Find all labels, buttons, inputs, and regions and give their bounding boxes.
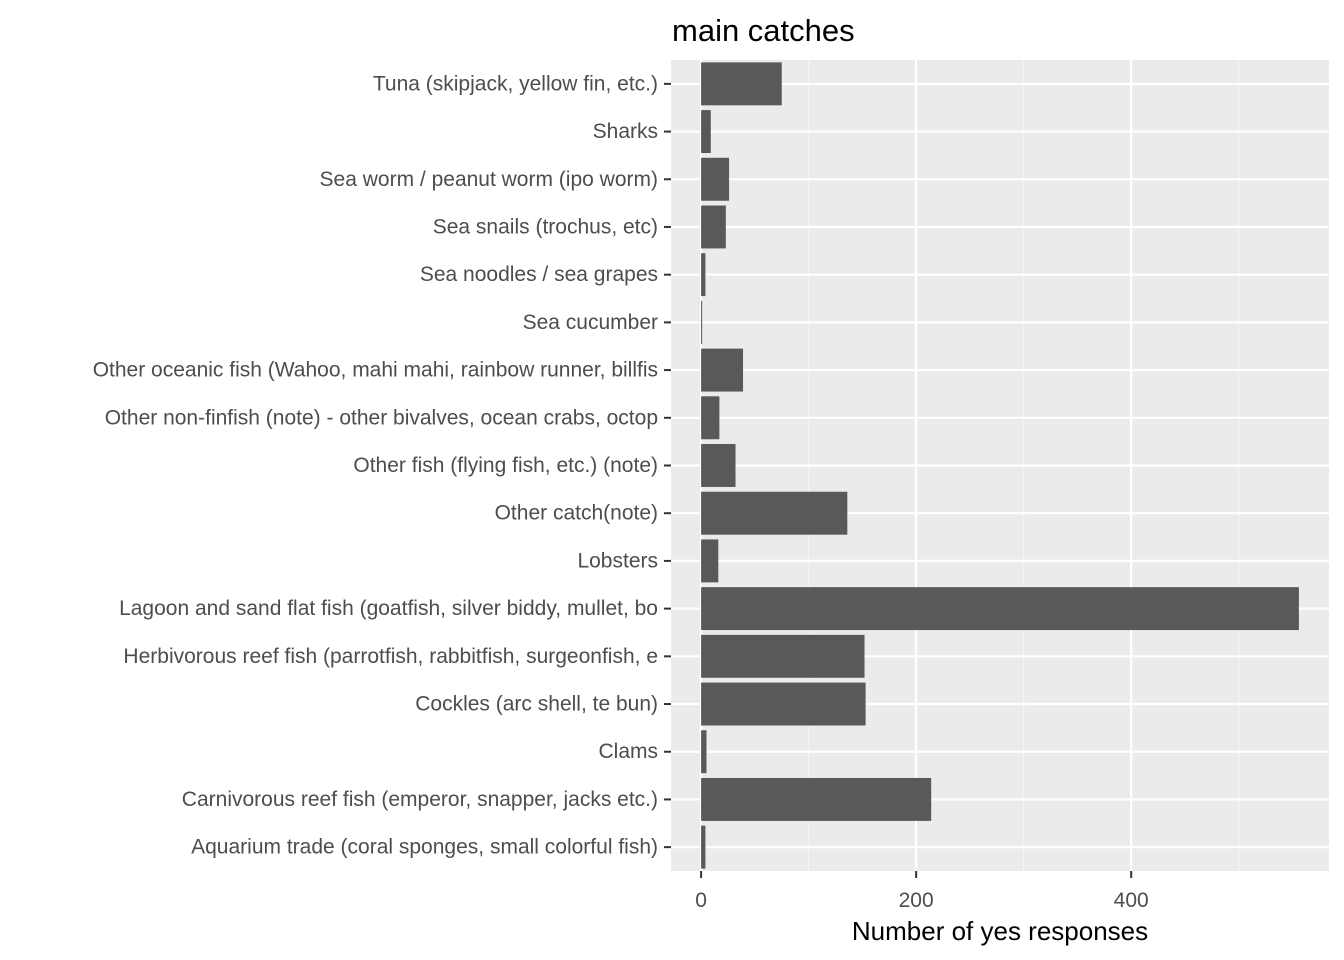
bar bbox=[701, 491, 848, 535]
bar bbox=[701, 62, 782, 106]
x-axis: 0 200 400 bbox=[695, 871, 1149, 912]
y-tick-label: Other non-finfish (note) - other bivalve… bbox=[105, 406, 658, 429]
bar bbox=[701, 157, 730, 201]
bar bbox=[701, 777, 932, 821]
bar bbox=[701, 444, 736, 487]
y-tick-label: Other catch(note) bbox=[495, 502, 658, 525]
bar bbox=[701, 205, 726, 249]
y-tick-label: Clams bbox=[598, 740, 658, 763]
y-tick-label: Sea worm / peanut worm (ipo worm) bbox=[320, 168, 658, 191]
bar bbox=[701, 253, 706, 297]
major-gridlines bbox=[671, 60, 1329, 871]
bar bbox=[701, 730, 707, 774]
bar bbox=[701, 110, 711, 154]
y-tick-label: Other fish (flying fish, etc.) (note) bbox=[353, 454, 658, 477]
y-tick-label: Lobsters bbox=[577, 549, 658, 572]
y-tick-label: Aquarium trade (coral sponges, small col… bbox=[191, 836, 658, 859]
bar bbox=[701, 348, 744, 392]
bar bbox=[701, 634, 865, 678]
y-tick-label: Sea cucumber bbox=[523, 311, 658, 334]
x-tick-label: 0 bbox=[695, 889, 707, 912]
y-tick-label: Lagoon and sand flat fish (goatfish, sil… bbox=[119, 597, 658, 620]
y-tick-label: Cockles (arc shell, te bun) bbox=[415, 693, 658, 716]
bar bbox=[701, 539, 719, 583]
y-tick-label: Sea noodles / sea grapes bbox=[420, 263, 658, 286]
y-tick-label: Herbivorous reef fish (parrotfish, rabbi… bbox=[123, 645, 658, 668]
y-tick-label: Carnivorous reef fish (emperor, snapper,… bbox=[182, 788, 658, 811]
x-tick-label: 200 bbox=[899, 889, 934, 912]
y-tick-label: Other oceanic fish (Wahoo, mahi mahi, ra… bbox=[93, 359, 658, 382]
bar bbox=[701, 825, 706, 869]
y-tick-label: Sharks bbox=[593, 120, 658, 143]
y-tick-label: Tuna (skipjack, yellow fin, etc.) bbox=[373, 72, 658, 95]
bar bbox=[701, 396, 720, 440]
bar bbox=[701, 587, 1299, 631]
chart-title: main catches bbox=[672, 13, 855, 48]
bars bbox=[701, 62, 1299, 869]
bar bbox=[701, 300, 703, 344]
x-tick-label: 400 bbox=[1114, 889, 1149, 912]
x-axis-title: Number of yes responses bbox=[852, 916, 1148, 946]
y-axis: Tuna (skipjack, yellow fin, etc.) Sharks S… bbox=[93, 72, 671, 859]
bar bbox=[701, 682, 866, 726]
y-tick-label: Sea snails (trochus, etc) bbox=[433, 215, 658, 238]
